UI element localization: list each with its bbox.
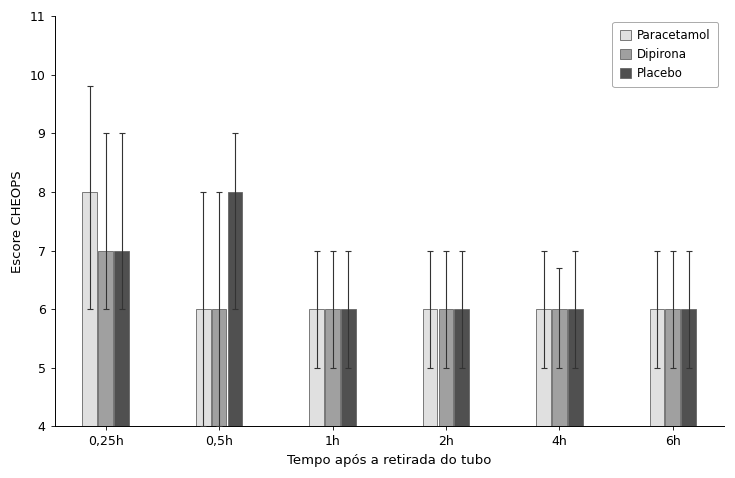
Bar — [82, 192, 97, 426]
Bar — [325, 309, 340, 426]
Bar — [454, 309, 469, 426]
Legend: Paracetamol, Dipirona, Placebo: Paracetamol, Dipirona, Placebo — [612, 22, 718, 87]
Bar — [309, 309, 324, 426]
Bar — [196, 309, 210, 426]
Bar — [439, 309, 453, 426]
Bar — [650, 309, 664, 426]
Bar — [212, 309, 226, 426]
Bar — [98, 250, 113, 426]
Bar — [228, 192, 243, 426]
Y-axis label: Escore CHEOPS: Escore CHEOPS — [11, 170, 24, 272]
Bar — [552, 309, 567, 426]
Bar — [665, 309, 680, 426]
Bar — [536, 309, 551, 426]
X-axis label: Tempo após a retirada do tubo: Tempo após a retirada do tubo — [287, 454, 492, 467]
Bar — [341, 309, 356, 426]
Bar — [114, 250, 129, 426]
Bar — [681, 309, 696, 426]
Bar — [423, 309, 437, 426]
Bar — [568, 309, 583, 426]
